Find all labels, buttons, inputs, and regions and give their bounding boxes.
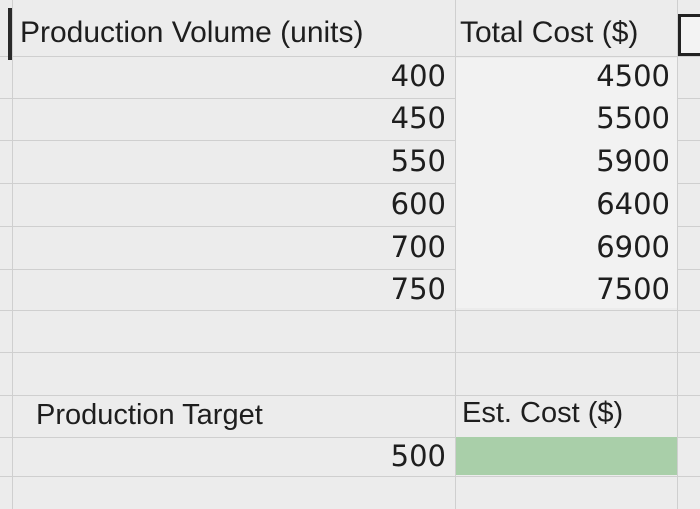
grid-row-line	[0, 310, 700, 311]
grid-col-line	[455, 0, 456, 509]
grid-row-line	[0, 183, 700, 184]
est-cost-value-cell[interactable]	[456, 437, 677, 475]
grid-row-line	[0, 476, 700, 477]
cost-cell[interactable]: 5500	[596, 101, 670, 135]
total-cost-column	[456, 58, 677, 308]
cost-cell[interactable]: 4500	[596, 59, 670, 93]
selected-cell[interactable]	[678, 14, 700, 56]
grid-row-line	[0, 437, 700, 438]
volume-cell[interactable]: 450	[390, 101, 446, 135]
selection-edge	[8, 8, 12, 60]
grid-col-line	[677, 0, 678, 509]
cost-cell[interactable]: 6900	[596, 230, 670, 264]
production-target-value[interactable]: 500	[390, 439, 446, 473]
volume-cell[interactable]: 550	[390, 144, 446, 178]
grid-row-line	[0, 269, 700, 270]
grid-row-line	[0, 226, 700, 227]
volume-cell[interactable]: 400	[390, 59, 446, 93]
cost-cell[interactable]: 6400	[596, 187, 670, 221]
grid-row-line	[0, 140, 700, 141]
header-production-volume[interactable]: Production Volume (units)	[20, 16, 364, 49]
header-total-cost[interactable]: Total Cost ($)	[460, 16, 639, 49]
cost-cell[interactable]: 5900	[596, 144, 670, 178]
cost-cell[interactable]: 7500	[596, 272, 670, 306]
grid-row-line	[0, 56, 700, 57]
volume-cell[interactable]: 700	[390, 230, 446, 264]
production-target-label[interactable]: Production Target	[36, 399, 263, 431]
grid-row-line	[0, 352, 700, 353]
grid-row-line	[0, 98, 700, 99]
est-cost-label[interactable]: Est. Cost ($)	[462, 397, 624, 429]
volume-cell[interactable]: 600	[390, 187, 446, 221]
volume-cell[interactable]: 750	[390, 272, 446, 306]
grid-row-line	[0, 395, 700, 396]
grid-col-line	[12, 0, 13, 509]
